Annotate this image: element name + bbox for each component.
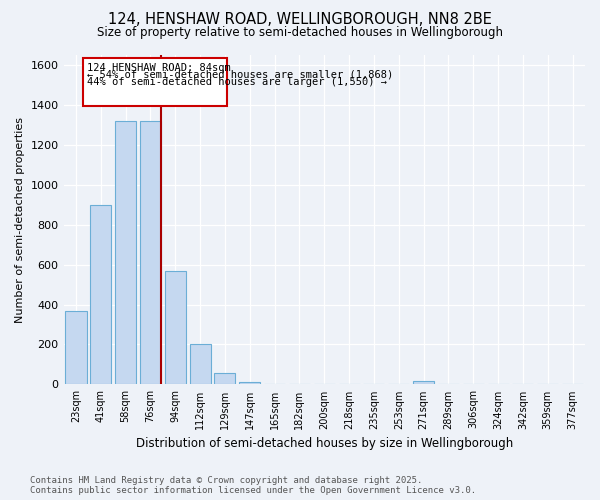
Bar [83, 58, 227, 106]
Text: 124 HENSHAW ROAD: 84sqm: 124 HENSHAW ROAD: 84sqm [87, 63, 231, 73]
Bar [214, 374, 235, 384]
Text: 44% of semi-detached houses are larger (1,550) →: 44% of semi-detached houses are larger (… [87, 77, 387, 87]
Bar [190, 344, 211, 385]
Text: 124, HENSHAW ROAD, WELLINGBOROUGH, NN8 2BE: 124, HENSHAW ROAD, WELLINGBOROUGH, NN8 2… [108, 12, 492, 28]
Bar [413, 382, 434, 384]
Bar [140, 121, 161, 384]
Text: Size of property relative to semi-detached houses in Wellingborough: Size of property relative to semi-detach… [97, 26, 503, 39]
Bar [115, 121, 136, 384]
Bar [239, 382, 260, 384]
Y-axis label: Number of semi-detached properties: Number of semi-detached properties [15, 116, 25, 322]
Bar [65, 310, 86, 384]
Text: Contains HM Land Registry data © Crown copyright and database right 2025.
Contai: Contains HM Land Registry data © Crown c… [30, 476, 476, 495]
X-axis label: Distribution of semi-detached houses by size in Wellingborough: Distribution of semi-detached houses by … [136, 437, 513, 450]
Bar [165, 270, 186, 384]
Text: ← 54% of semi-detached houses are smaller (1,868): ← 54% of semi-detached houses are smalle… [87, 70, 394, 80]
Bar [90, 204, 112, 384]
